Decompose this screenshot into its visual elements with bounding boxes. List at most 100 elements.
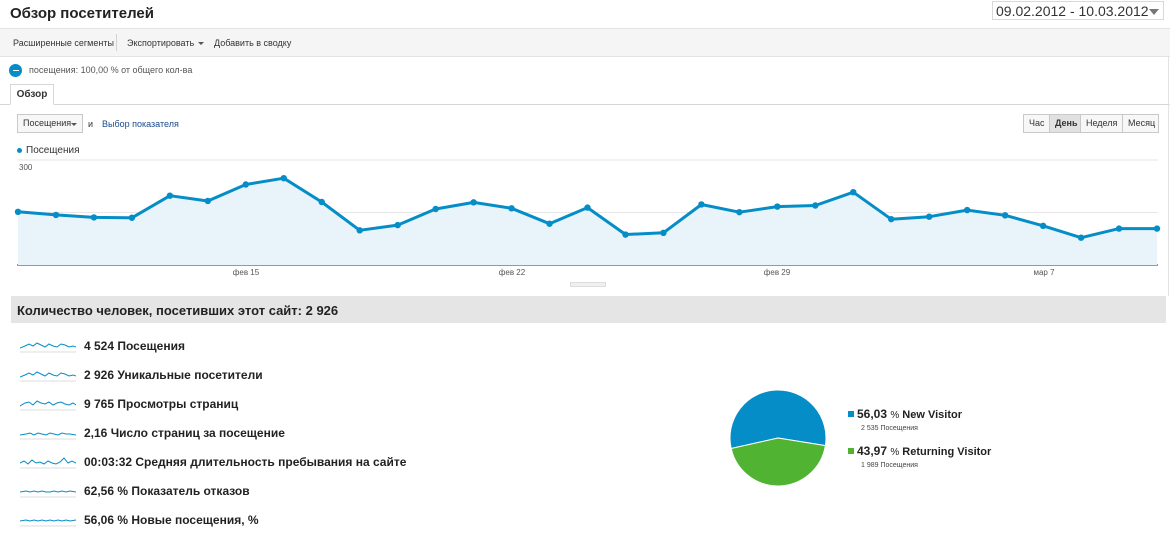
metric-label: % Показатель отказов: [117, 484, 250, 498]
pie-sub: 2 535 Посещения: [861, 425, 918, 432]
metric-value: 9 765: [84, 397, 115, 411]
pie-sub: 1 989 Посещения: [861, 462, 918, 469]
metric-value: 62,56: [84, 484, 115, 498]
pie-slice-new-visitor[interactable]: [729, 389, 827, 450]
data-point[interactable]: [888, 215, 895, 223]
x-tick-label: мар 7: [1033, 268, 1055, 277]
granularity-day-button[interactable]: День: [1050, 114, 1081, 133]
data-point[interactable]: [1001, 212, 1009, 219]
x-tick-label: фев 15: [233, 268, 260, 277]
data-point[interactable]: [432, 205, 439, 213]
sparkline: [20, 371, 76, 382]
data-point[interactable]: [318, 198, 325, 206]
data-point[interactable]: [470, 199, 477, 206]
choose-metric-link[interactable]: Выбор показателя: [102, 119, 179, 129]
pie-name: New Visitor: [902, 409, 962, 421]
sparkline: [20, 457, 76, 469]
data-point[interactable]: [1039, 222, 1047, 229]
data-point[interactable]: [508, 205, 515, 212]
data-point[interactable]: [52, 211, 60, 219]
data-point[interactable]: [698, 201, 705, 208]
metric-label: Уникальные посетители: [117, 368, 263, 382]
data-point[interactable]: [204, 197, 212, 205]
sparkline: [20, 400, 76, 411]
pie-slice-returning-visitor[interactable]: [730, 437, 826, 487]
data-point[interactable]: [850, 189, 857, 196]
report-toolbar: Расширенные сегменты Экспортировать Доба…: [0, 28, 1170, 57]
segment-label: посещения: 100,00 % от общего кол-ва: [29, 65, 193, 75]
data-point[interactable]: [736, 208, 743, 216]
pie-legend-returning-visitor[interactable]: 43,97 % Returning Visitor 1 989 Посещения: [848, 444, 1028, 474]
data-point[interactable]: [1077, 234, 1085, 241]
data-point[interactable]: [90, 214, 98, 221]
tab-overview[interactable]: Обзор: [10, 84, 54, 105]
metric-label: Просмотры страниц: [117, 397, 239, 411]
x-tick-label: фев 22: [499, 268, 526, 277]
segment-pie-icon: [9, 64, 22, 77]
series-area: [18, 178, 1157, 265]
data-point[interactable]: [812, 202, 819, 209]
data-point[interactable]: [280, 175, 287, 182]
y-tick-label: 300: [19, 163, 33, 172]
pie-legend-new-visitor[interactable]: 56,03 % New Visitor 2 535 Посещения: [848, 407, 1028, 437]
granularity-buttons: Час День Неделя Месяц: [1023, 114, 1159, 133]
x-tick-label: фев 29: [764, 268, 791, 277]
metric-value: 2 926: [84, 368, 115, 382]
data-point[interactable]: [1115, 225, 1123, 232]
chart-resize-handle[interactable]: [570, 282, 606, 287]
data-point[interactable]: [926, 213, 933, 220]
metric-select-label: Посещения: [23, 118, 72, 128]
metric-select[interactable]: Посещения: [17, 114, 83, 133]
legend-label: Посещения: [26, 145, 80, 156]
advanced-segments-button[interactable]: Расширенные сегменты: [13, 38, 114, 48]
data-point[interactable]: [546, 220, 553, 227]
data-point[interactable]: [774, 203, 781, 210]
data-point[interactable]: [660, 229, 667, 236]
pie-unit: %: [890, 410, 900, 421]
metric-label: % Новые посещения, %: [117, 513, 259, 527]
summary-header: Количество человек, посетивших этот сайт…: [11, 296, 1166, 323]
data-point[interactable]: [242, 181, 249, 188]
sparkline: [20, 519, 76, 527]
chevron-down-icon: [198, 42, 205, 46]
granularity-month-button[interactable]: Месяц: [1123, 114, 1159, 133]
metric-value: 2,16: [84, 426, 108, 440]
visitor-type-pie[interactable]: [728, 388, 828, 488]
metric-value: 4 524: [84, 339, 115, 353]
and-label: и: [88, 119, 94, 129]
tab-underline: [0, 104, 1170, 105]
legend-dot-icon: [17, 147, 22, 153]
data-point[interactable]: [128, 214, 136, 221]
data-point[interactable]: [166, 192, 174, 199]
metric-label: Средняя длительность пребывания на сайте: [135, 455, 407, 469]
data-point[interactable]: [963, 206, 971, 214]
metric-value: 00:03:32: [84, 455, 133, 469]
date-range-picker[interactable]: 09.02.2012 - 10.03.2012: [992, 1, 1164, 20]
data-point[interactable]: [356, 227, 363, 234]
data-point[interactable]: [14, 208, 22, 215]
metric-label: Посещения: [117, 339, 185, 353]
pie-percent: 43,97: [857, 444, 888, 458]
granularity-hour-button[interactable]: Час: [1023, 114, 1050, 133]
export-button[interactable]: Экспортировать: [127, 38, 205, 48]
add-to-dashboard-button[interactable]: Добавить в сводку: [214, 38, 292, 48]
data-point[interactable]: [584, 204, 591, 211]
data-point[interactable]: [1153, 225, 1161, 232]
pie-percent: 56,03: [857, 407, 888, 421]
summary-title: Количество человек, посетивших этот сайт…: [17, 303, 339, 318]
export-label: Экспортировать: [127, 38, 195, 48]
page-title: Обзор посетителей: [10, 5, 154, 22]
date-range-text: 09.02.2012 - 10.03.2012: [996, 3, 1149, 19]
pie-name: Returning Visitor: [902, 446, 992, 458]
data-point[interactable]: [622, 231, 629, 238]
sparkline: [20, 490, 76, 498]
chevron-down-icon[interactable]: [1149, 9, 1159, 15]
sparkline: [20, 432, 76, 440]
granularity-week-button[interactable]: Неделя: [1081, 114, 1123, 133]
visits-chart[interactable]: 300 150 фев 15 фев 22 фев 29 мар 7: [0, 150, 1170, 285]
chart-legend: Посещения: [17, 145, 80, 156]
pie-unit: %: [890, 447, 900, 458]
data-point[interactable]: [394, 221, 401, 229]
chevron-down-icon: [71, 123, 77, 126]
legend-swatch-icon: [848, 448, 854, 454]
